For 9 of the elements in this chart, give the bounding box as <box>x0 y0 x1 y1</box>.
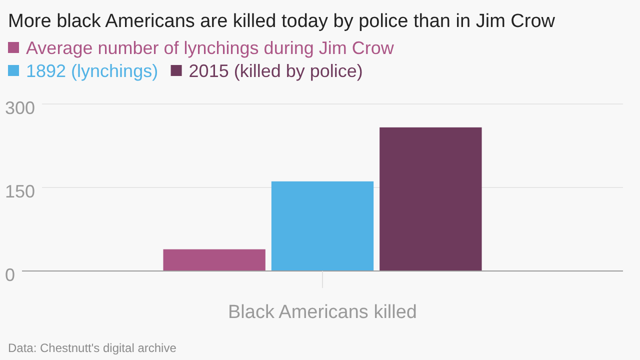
y-tick-label: 0 <box>5 265 16 285</box>
legend-label: 2015 (killed by police) <box>188 61 363 81</box>
legend-label: Average number of lynchings during Jim Crow <box>26 38 395 58</box>
legend-label: 1892 (lynchings) <box>26 61 158 81</box>
y-tick-label: 150 <box>5 182 36 202</box>
text: Data: Chestnutt's digital archive <box>8 341 177 355</box>
x-tick-label: Black Americans killed <box>228 302 418 323</box>
y-tick-label: 300 <box>5 98 36 118</box>
chart-title: More black Americans are killed today by police than in Jim Crow <box>8 11 556 32</box>
